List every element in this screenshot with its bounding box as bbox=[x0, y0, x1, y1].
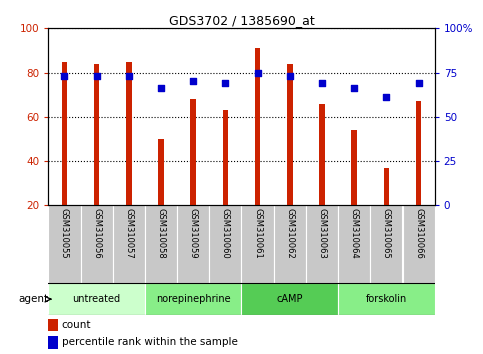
Bar bbox=[126, 62, 132, 250]
Bar bbox=[242, 283, 338, 315]
Point bbox=[286, 73, 294, 79]
Point bbox=[222, 80, 229, 86]
Bar bbox=[402, 205, 435, 283]
Bar bbox=[145, 283, 242, 315]
Point bbox=[318, 80, 326, 86]
Bar bbox=[370, 205, 402, 283]
Bar bbox=[274, 205, 306, 283]
Bar bbox=[48, 283, 145, 315]
Text: GSM310056: GSM310056 bbox=[92, 208, 101, 258]
Bar bbox=[145, 205, 177, 283]
Point bbox=[157, 86, 165, 91]
Bar bbox=[338, 205, 370, 283]
Point bbox=[383, 95, 390, 100]
Bar bbox=[81, 205, 113, 283]
Bar bbox=[416, 101, 422, 250]
Point bbox=[350, 86, 358, 91]
Text: GSM310055: GSM310055 bbox=[60, 208, 69, 258]
Text: count: count bbox=[62, 320, 91, 330]
Text: percentile rank within the sample: percentile rank within the sample bbox=[62, 337, 238, 348]
Point bbox=[254, 70, 261, 75]
Text: GSM310060: GSM310060 bbox=[221, 208, 230, 258]
Bar bbox=[94, 64, 99, 250]
Text: forskolin: forskolin bbox=[366, 294, 407, 304]
Bar bbox=[177, 205, 209, 283]
Text: GSM310066: GSM310066 bbox=[414, 208, 423, 258]
Bar bbox=[190, 99, 196, 250]
Bar bbox=[306, 205, 338, 283]
Text: GSM310062: GSM310062 bbox=[285, 208, 294, 258]
Bar bbox=[48, 205, 81, 283]
Text: norepinephrine: norepinephrine bbox=[156, 294, 230, 304]
Text: GSM310058: GSM310058 bbox=[156, 208, 166, 258]
Bar bbox=[158, 139, 164, 250]
Bar bbox=[319, 103, 325, 250]
Text: GSM310065: GSM310065 bbox=[382, 208, 391, 258]
Point bbox=[189, 79, 197, 84]
Point bbox=[125, 73, 133, 79]
Text: cAMP: cAMP bbox=[277, 294, 303, 304]
Text: GSM310057: GSM310057 bbox=[124, 208, 133, 258]
Text: agent: agent bbox=[18, 294, 48, 304]
Bar bbox=[209, 205, 242, 283]
Point bbox=[415, 80, 423, 86]
Text: GSM310063: GSM310063 bbox=[317, 208, 327, 258]
Bar bbox=[242, 205, 274, 283]
Point bbox=[60, 73, 68, 79]
Point bbox=[93, 73, 100, 79]
Bar bbox=[255, 48, 260, 250]
Bar bbox=[113, 205, 145, 283]
Text: GSM310064: GSM310064 bbox=[350, 208, 359, 258]
Bar bbox=[61, 62, 67, 250]
Bar bbox=[223, 110, 228, 250]
Text: GSM310061: GSM310061 bbox=[253, 208, 262, 258]
Bar bbox=[48, 336, 58, 349]
Bar bbox=[287, 64, 293, 250]
Bar bbox=[384, 168, 389, 250]
Text: GSM310059: GSM310059 bbox=[189, 208, 198, 258]
Bar bbox=[338, 283, 435, 315]
Title: GDS3702 / 1385690_at: GDS3702 / 1385690_at bbox=[169, 14, 314, 27]
Text: untreated: untreated bbox=[72, 294, 121, 304]
Bar bbox=[48, 319, 58, 331]
Bar bbox=[351, 130, 357, 250]
